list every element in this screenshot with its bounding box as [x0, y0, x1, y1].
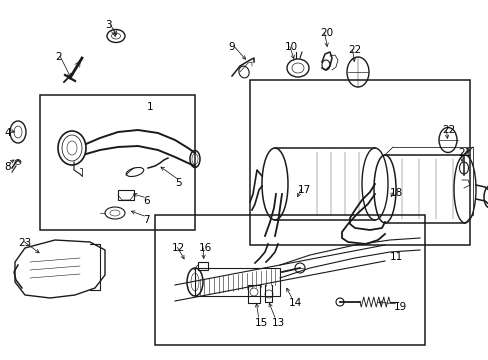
Text: 11: 11 — [389, 252, 403, 262]
Text: 19: 19 — [393, 302, 407, 312]
Bar — [198, 262, 207, 270]
Text: 14: 14 — [288, 298, 302, 308]
Text: 17: 17 — [297, 185, 311, 195]
Text: 22: 22 — [441, 125, 454, 135]
Bar — [247, 285, 260, 303]
Text: 13: 13 — [271, 318, 285, 328]
Bar — [195, 268, 280, 296]
Text: 23: 23 — [18, 238, 31, 248]
Text: 18: 18 — [389, 188, 403, 198]
Bar — [40, 95, 195, 230]
Text: 6: 6 — [142, 196, 149, 206]
Bar — [118, 190, 134, 200]
Text: 21: 21 — [457, 148, 470, 158]
Text: 16: 16 — [199, 243, 212, 253]
Text: 10: 10 — [285, 42, 298, 52]
Text: 4: 4 — [4, 128, 11, 138]
Text: 7: 7 — [142, 215, 149, 225]
Text: 2: 2 — [55, 52, 61, 62]
Text: 22: 22 — [347, 45, 361, 55]
Text: 1: 1 — [147, 102, 153, 112]
Text: 3: 3 — [105, 20, 111, 30]
Text: 9: 9 — [227, 42, 234, 52]
Text: 8: 8 — [4, 162, 11, 172]
Bar — [249, 80, 469, 245]
Text: 12: 12 — [172, 243, 185, 253]
Text: 5: 5 — [175, 178, 181, 188]
Text: 20: 20 — [319, 28, 332, 38]
Text: 15: 15 — [254, 318, 268, 328]
Bar — [155, 215, 424, 345]
